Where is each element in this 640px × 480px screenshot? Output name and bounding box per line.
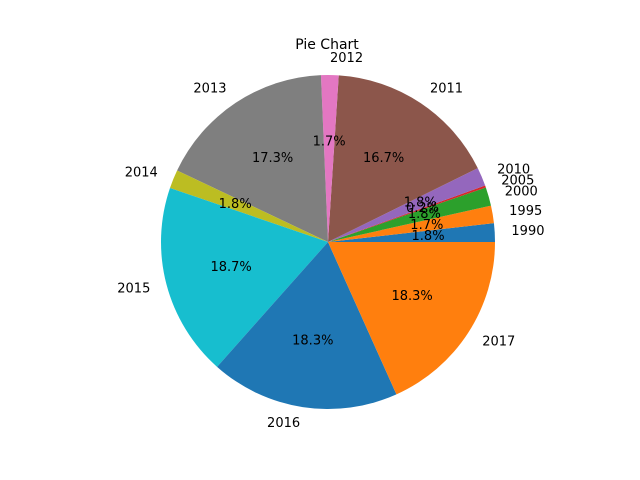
slice-label-1990: 1990: [511, 224, 544, 239]
pie-slice-1995: [328, 205, 494, 242]
pie-percent-labels: 1.8%1.7%1.8%0.2%1.8%16.7%1.7%17.3%1.8%18…: [210, 134, 444, 348]
slice-percent-2010: 1.8%: [404, 195, 437, 210]
slice-label-1995: 1995: [509, 204, 542, 219]
slice-percent-2013: 17.3%: [252, 151, 293, 166]
slice-percent-1990: 1.8%: [412, 229, 445, 244]
slice-label-2005: 2005: [501, 173, 534, 188]
slice-percent-2005: 0.2%: [406, 201, 439, 216]
slice-label-2016: 2016: [267, 416, 300, 431]
pie-slice-2013: [177, 75, 328, 243]
slice-percent-2015: 18.7%: [210, 260, 251, 275]
pie-slice-2010: [328, 168, 486, 242]
pie-slice-1990: [328, 223, 496, 242]
pie-slice-2015: [161, 187, 328, 367]
slice-percent-1995: 1.7%: [410, 218, 443, 233]
slice-percent-2000: 1.8%: [408, 207, 441, 222]
slice-label-2015: 2015: [117, 281, 150, 296]
pie-slice-2011: [328, 75, 478, 242]
slice-label-2014: 2014: [125, 165, 158, 180]
slice-percent-2014: 1.8%: [219, 197, 252, 212]
pie-slice-2016: [217, 242, 397, 410]
chart-title: Pie Chart: [295, 37, 359, 53]
slice-label-2000: 2000: [505, 184, 538, 199]
pie-slice-2012: [320, 75, 339, 243]
slice-label-2010: 2010: [497, 163, 530, 178]
slice-percent-2011: 16.7%: [363, 151, 404, 166]
pie-wedges: [161, 75, 496, 410]
slice-label-2012: 2012: [330, 51, 363, 66]
slice-percent-2017: 18.3%: [391, 289, 432, 304]
slice-label-2013: 2013: [193, 81, 226, 96]
pie-slice-2014: [169, 170, 328, 242]
pie-slice-2000: [328, 187, 491, 242]
pie-slice-2017: [328, 242, 495, 395]
slice-percent-2012: 1.7%: [313, 134, 346, 149]
slice-percent-2016: 18.3%: [292, 334, 333, 349]
slice-label-2011: 2011: [430, 82, 463, 97]
slice-label-2017: 2017: [482, 334, 515, 349]
pie-slice-2005: [328, 185, 486, 242]
